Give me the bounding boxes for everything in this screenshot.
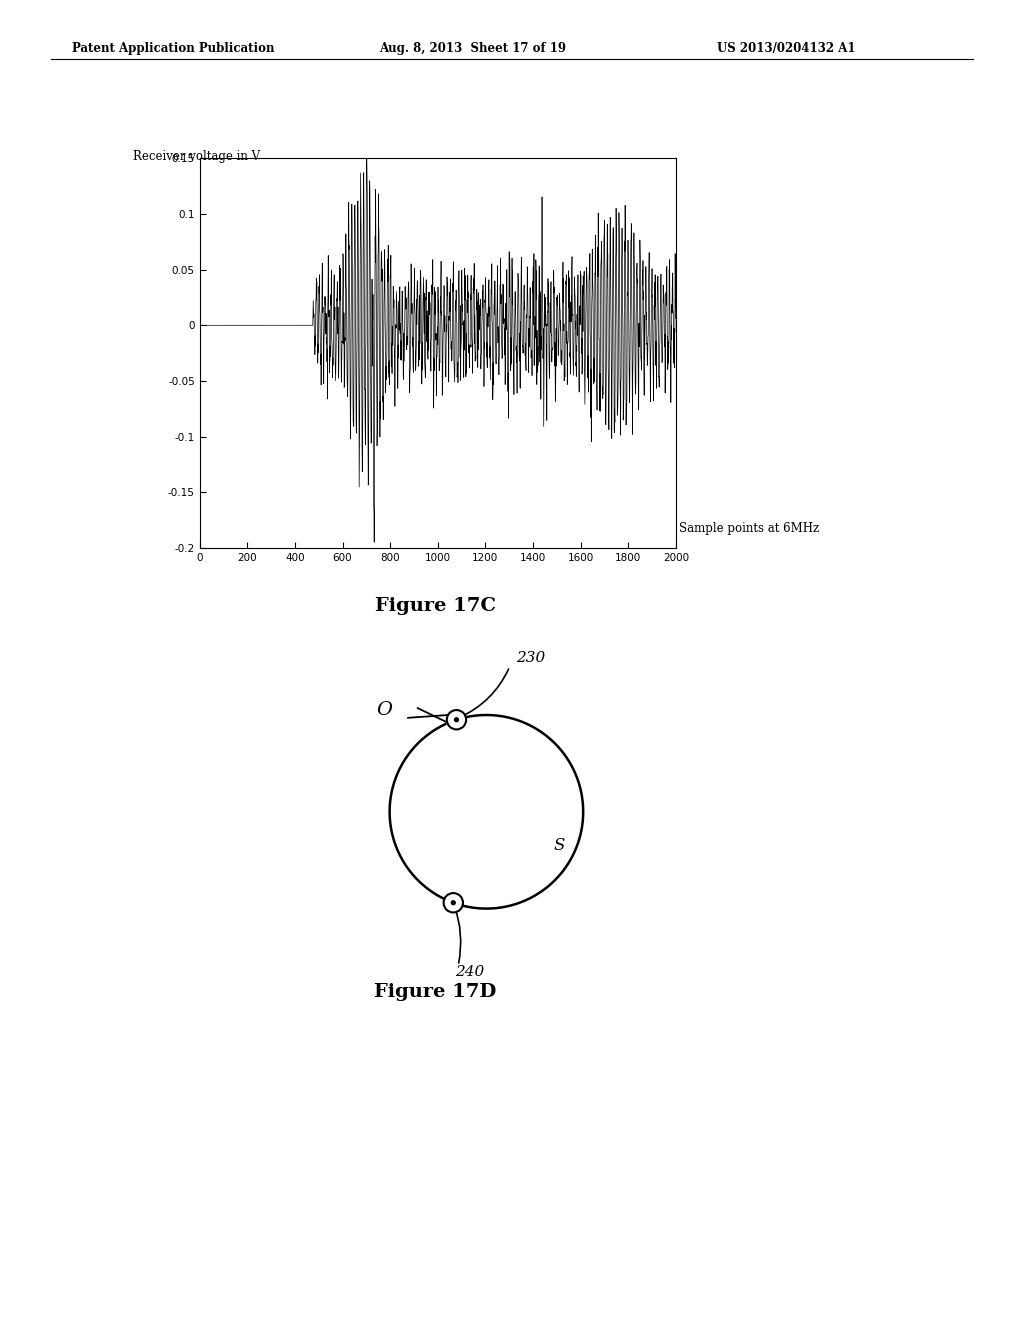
Text: Sample points at 6MHz: Sample points at 6MHz [679, 521, 819, 535]
Text: US 2013/0204132 A1: US 2013/0204132 A1 [717, 42, 855, 55]
Text: O: O [376, 701, 392, 719]
Text: 240: 240 [456, 965, 484, 979]
Text: S: S [553, 837, 564, 854]
Circle shape [446, 710, 466, 730]
Text: Patent Application Publication: Patent Application Publication [72, 42, 274, 55]
Text: Figure 17D: Figure 17D [374, 983, 497, 1002]
Text: Receiver voltage in V: Receiver voltage in V [133, 150, 260, 164]
Text: 230: 230 [516, 651, 546, 665]
Circle shape [452, 900, 456, 904]
Text: Aug. 8, 2013  Sheet 17 of 19: Aug. 8, 2013 Sheet 17 of 19 [379, 42, 566, 55]
Circle shape [455, 718, 459, 722]
Circle shape [443, 894, 463, 912]
Text: Figure 17C: Figure 17C [375, 597, 496, 615]
